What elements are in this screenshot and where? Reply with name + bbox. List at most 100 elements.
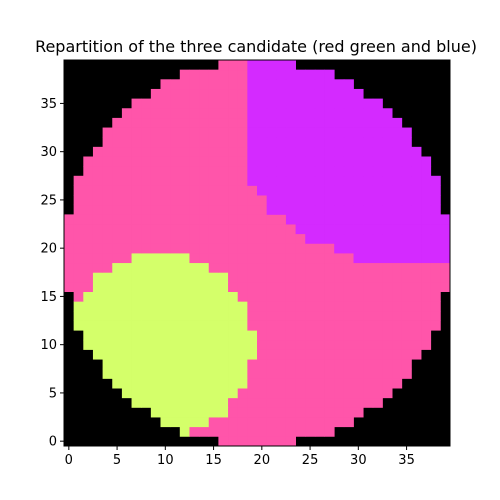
heatmap-cell: [83, 204, 94, 215]
heatmap-cell: [218, 330, 229, 341]
heatmap-cell: [150, 368, 161, 379]
heatmap-cell: [421, 262, 432, 273]
heatmap-cell: [121, 137, 132, 148]
heatmap-cell: [324, 214, 335, 225]
heatmap-cell: [208, 359, 219, 370]
heatmap-cell: [257, 233, 268, 244]
heatmap-cell: [295, 310, 306, 321]
heatmap-cell: [141, 195, 152, 206]
heatmap-cell: [64, 262, 75, 273]
heatmap-cell: [421, 185, 432, 196]
plot-area: [63, 59, 451, 447]
heatmap-cell: [141, 243, 152, 254]
heatmap-cell: [199, 426, 210, 437]
heatmap-cell: [353, 166, 364, 177]
heatmap-cell: [305, 262, 316, 273]
heatmap-cell: [112, 185, 123, 196]
heatmap-cell: [170, 108, 181, 119]
heatmap-cell: [208, 397, 219, 408]
heatmap-cell: [112, 224, 123, 235]
heatmap-cell: [266, 204, 277, 215]
heatmap-cell: [334, 272, 345, 283]
heatmap-cell: [189, 108, 200, 119]
heatmap-cell: [189, 310, 200, 321]
heatmap-cell: [285, 175, 296, 186]
heatmap-cell: [121, 146, 132, 157]
heatmap-cell: [363, 175, 374, 186]
heatmap-cell: [324, 146, 335, 157]
heatmap-cell: [218, 272, 229, 283]
heatmap-cell: [228, 224, 239, 235]
heatmap-cell: [382, 195, 393, 206]
heatmap-cell: [189, 137, 200, 148]
heatmap-cell: [228, 137, 239, 148]
heatmap-cell: [170, 156, 181, 167]
heatmap-cell: [295, 301, 306, 312]
heatmap-cell: [73, 195, 84, 206]
heatmap-cell: [266, 166, 277, 177]
heatmap-cell: [112, 233, 123, 244]
heatmap-cell: [382, 156, 393, 167]
heatmap-cell: [170, 330, 181, 341]
heatmap-cell: [102, 359, 113, 370]
heatmap-cell: [218, 79, 229, 90]
heatmap-cell: [276, 253, 287, 264]
heatmap-cell: [430, 214, 441, 225]
heatmap-cell: [343, 195, 354, 206]
heatmap-cell: [141, 320, 152, 331]
heatmap-cell: [228, 330, 239, 341]
heatmap-cell: [285, 436, 296, 447]
heatmap-cell: [199, 233, 210, 244]
heatmap-cell: [285, 224, 296, 235]
heatmap-cell: [112, 262, 123, 273]
heatmap-cell: [237, 60, 248, 71]
heatmap-cell: [208, 88, 219, 99]
heatmap-cell: [295, 175, 306, 186]
heatmap-cell: [363, 195, 374, 206]
heatmap-cell: [372, 137, 383, 148]
heatmap-cell: [401, 204, 412, 215]
heatmap-cell: [160, 359, 171, 370]
heatmap-cell: [363, 349, 374, 360]
heatmap-cell: [102, 195, 113, 206]
heatmap-cell: [141, 108, 152, 119]
heatmap-cell: [228, 339, 239, 350]
heatmap-cell: [257, 146, 268, 157]
heatmap-cell: [228, 310, 239, 321]
heatmap-cell: [411, 146, 422, 157]
heatmap-cell: [314, 185, 325, 196]
heatmap-cell: [324, 397, 335, 408]
heatmap-cell: [392, 359, 403, 370]
heatmap-cell: [208, 301, 219, 312]
heatmap-cell: [401, 368, 412, 379]
heatmap-cell: [295, 69, 306, 80]
heatmap-cell: [131, 368, 142, 379]
heatmap-cell: [228, 262, 239, 273]
heatmap-cell: [199, 330, 210, 341]
x-tick-label: 10: [157, 453, 174, 468]
heatmap-cell: [285, 262, 296, 273]
heatmap-cell: [102, 166, 113, 177]
heatmap-cell: [363, 146, 374, 157]
heatmap-cell: [363, 98, 374, 109]
heatmap-cell: [392, 195, 403, 206]
heatmap-cell: [208, 156, 219, 167]
heatmap-cell: [382, 253, 393, 264]
heatmap-cell: [295, 281, 306, 292]
heatmap-cell: [83, 195, 94, 206]
heatmap-cell: [150, 195, 161, 206]
heatmap-cell: [102, 224, 113, 235]
heatmap-cell: [247, 407, 258, 418]
heatmap-cell: [170, 204, 181, 215]
heatmap-cell: [257, 224, 268, 235]
heatmap-cell: [257, 349, 268, 360]
heatmap-cell: [131, 127, 142, 138]
heatmap-cell: [237, 262, 248, 273]
heatmap-cell: [121, 214, 132, 225]
heatmap-cell: [179, 368, 190, 379]
heatmap-cell: [228, 253, 239, 264]
heatmap-cell: [266, 253, 277, 264]
heatmap-cell: [314, 378, 325, 389]
heatmap-cell: [266, 243, 277, 254]
heatmap-cell: [314, 310, 325, 321]
